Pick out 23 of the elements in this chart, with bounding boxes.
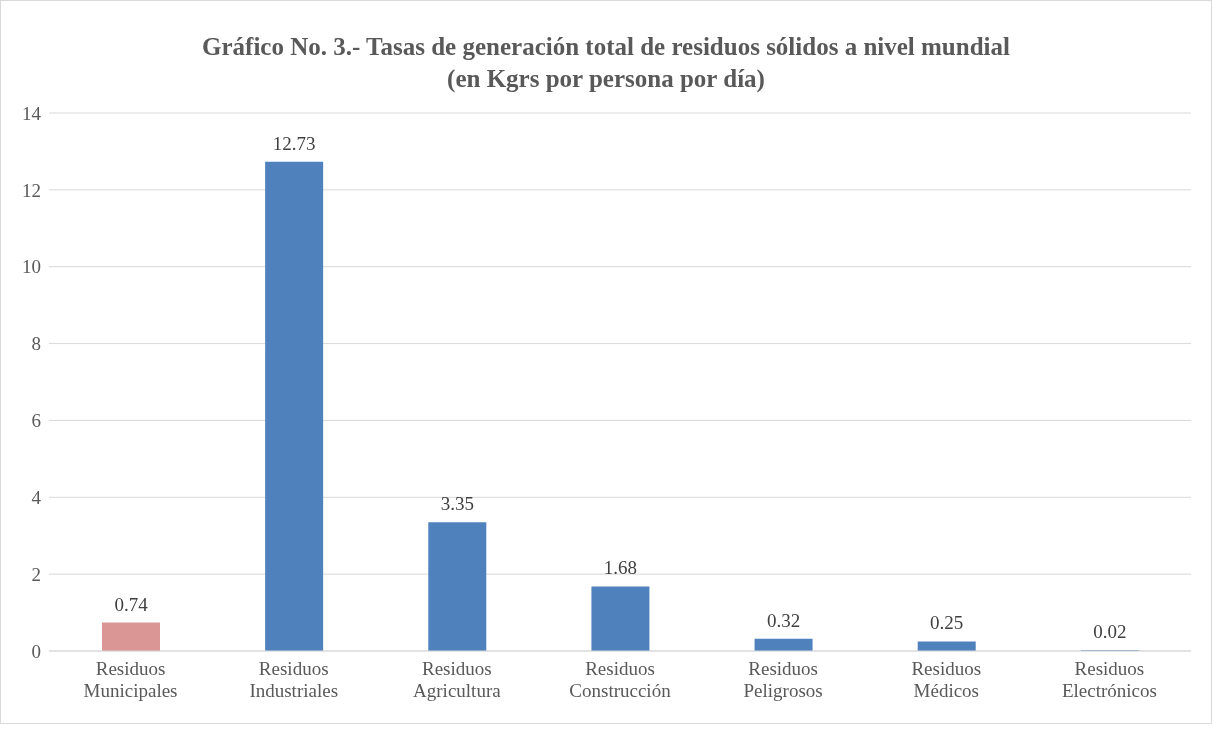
x-tick-label: Residuos Médicos [911,658,982,701]
y-tick-label: 2 [31,563,41,585]
x-tick-label: Residuos Peligrosos [743,658,823,701]
x-tick-label: Residuos Industriales [249,658,339,701]
y-tick-label: 4 [31,487,42,509]
x-tick-label: Residuos Construcción [569,658,672,701]
x-tick-label: Residuos Electrónicos [1061,658,1157,701]
data-label: 12.73 [272,132,316,154]
data-label: 0.32 [766,609,801,631]
data-label: 0.74 [114,593,149,615]
data-label: 0.02 [1093,621,1127,643]
x-tick-label: Residuos Municipales [83,658,178,701]
y-tick-label: 6 [31,410,41,432]
x-tick-label: Residuos Agricultura [413,658,502,701]
y-tick-label: 0 [31,640,41,662]
y-tick-label: 8 [31,333,41,355]
data-label: 3.35 [440,493,474,515]
data-label: 1.68 [603,557,638,579]
data-label: 0.25 [930,612,964,634]
y-tick-label: 10 [22,256,41,278]
y-tick-label: 12 [22,179,41,201]
y-tick-label: 14 [22,102,42,124]
chart-title: Gráfico No. 3.- Tasas de generación total de residuos sólidos a nivel mundial (en Kgrs por persona por día) [201,32,1011,95]
